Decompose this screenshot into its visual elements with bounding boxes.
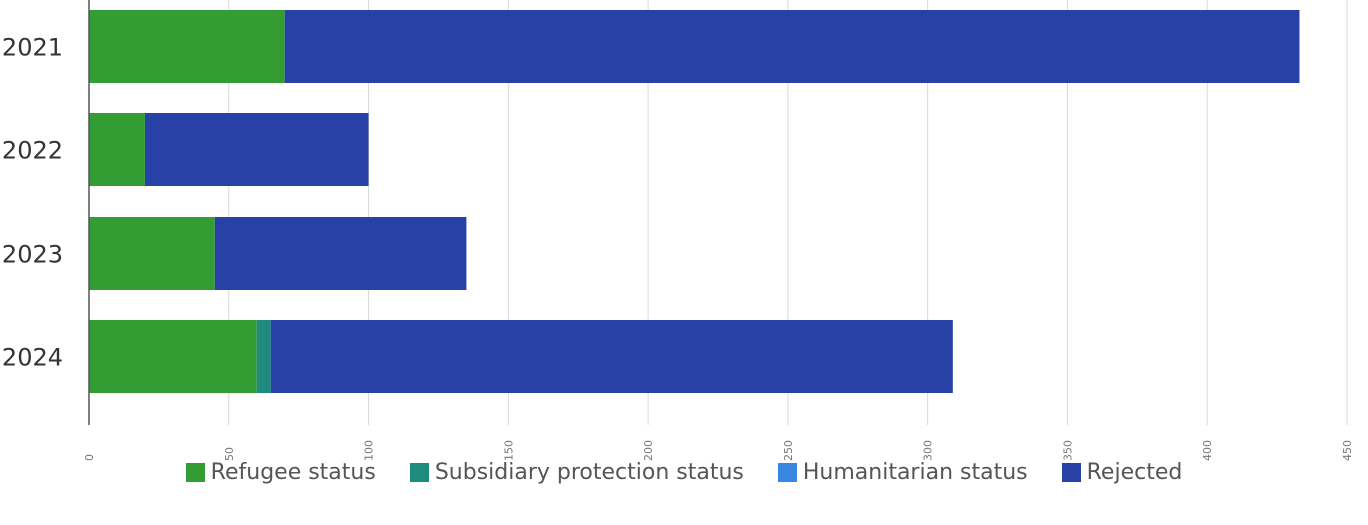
bar-segment[interactable] [89, 10, 285, 83]
legend-swatch-refugee-status [185, 463, 205, 482]
x-tick-label: 250 [782, 440, 795, 461]
legend-item-refugee-status[interactable]: Refugee status [185, 460, 376, 485]
legend-label: Humanitarian status [802, 460, 1028, 485]
x-tick-label: 50 [223, 447, 236, 461]
bar-segment[interactable] [89, 217, 215, 290]
bar-segment[interactable] [214, 217, 467, 290]
chart-legend: Refugee status Subsidiary protection sta… [0, 460, 1368, 485]
bar-segment[interactable] [256, 320, 271, 393]
x-tick-label: 0 [83, 454, 96, 461]
bar-segment[interactable] [89, 320, 257, 393]
legend-swatch-humanitarian-status [777, 463, 797, 482]
category-label: 2022 [2, 137, 63, 165]
legend-swatch-subsidiary-protection-status [409, 463, 429, 482]
x-tick-label: 200 [642, 440, 655, 461]
legend-label: Subsidiary protection status [434, 460, 744, 485]
x-tick-label: 300 [922, 440, 935, 461]
legend-swatch-rejected [1061, 463, 1081, 482]
x-tick-label: 400 [1201, 440, 1214, 461]
x-tick-label: 100 [363, 440, 376, 461]
legend-label: Refugee status [210, 460, 376, 485]
category-label: 2023 [2, 241, 63, 269]
x-tick-label: 350 [1061, 440, 1074, 461]
bar-segment[interactable] [270, 320, 953, 393]
legend-item-rejected[interactable]: Rejected [1061, 460, 1183, 485]
legend-label: Rejected [1086, 460, 1183, 485]
legend-item-subsidiary-protection-status[interactable]: Subsidiary protection status [409, 460, 744, 485]
legend-item-humanitarian-status[interactable]: Humanitarian status [777, 460, 1028, 485]
bar-segment[interactable] [144, 113, 369, 186]
category-label: 2021 [2, 34, 63, 62]
category-label: 2024 [2, 344, 63, 372]
x-tick-label: 450 [1341, 440, 1354, 461]
bar-segment[interactable] [89, 113, 145, 186]
bar-segment[interactable] [284, 10, 1300, 83]
x-tick-label: 150 [502, 440, 515, 461]
